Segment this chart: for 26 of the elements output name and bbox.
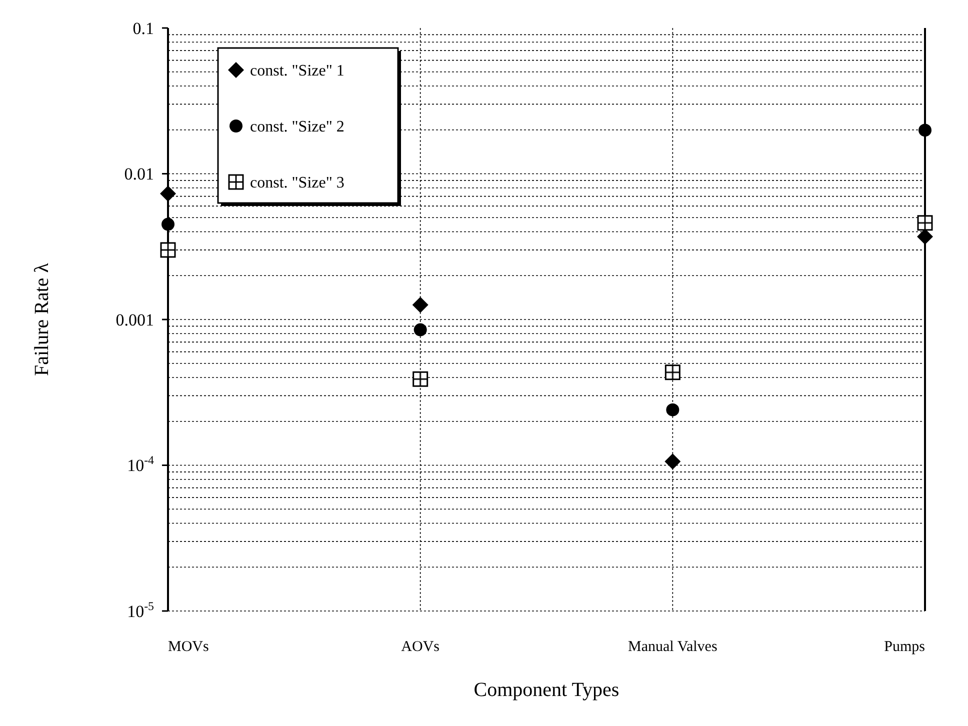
x-tick-label: AOVs bbox=[401, 639, 440, 655]
point bbox=[917, 228, 933, 245]
y-axis-title: Failure Rate λ bbox=[31, 262, 53, 376]
y-tick-label: 0.1 bbox=[132, 18, 154, 38]
point bbox=[162, 218, 174, 231]
point bbox=[412, 371, 428, 387]
point bbox=[160, 186, 176, 202]
x-axis-title: Component Types bbox=[474, 679, 620, 701]
legend-label: const. "Size" 3 bbox=[250, 174, 344, 192]
point bbox=[412, 296, 428, 313]
point bbox=[664, 364, 680, 380]
x-tick-label: MOVs bbox=[168, 639, 209, 655]
legend-label: const. "Size" 2 bbox=[250, 118, 344, 136]
point bbox=[917, 215, 933, 231]
y-tick-label: 10$^{-4}$ bbox=[127, 453, 154, 476]
legend-label: const. "Size" 1 bbox=[250, 62, 344, 80]
point bbox=[160, 242, 176, 258]
y-tick-label: 10$^{-5}$ bbox=[127, 598, 154, 621]
point bbox=[918, 124, 932, 137]
y-tick-label: 0.001 bbox=[116, 310, 154, 330]
x-tick-label: Pumps bbox=[884, 639, 926, 655]
point bbox=[664, 454, 681, 470]
point bbox=[414, 323, 427, 336]
y-tick-label: 0.01 bbox=[124, 164, 154, 184]
x-tick-label: Manual Valves bbox=[628, 639, 718, 655]
point bbox=[666, 403, 680, 416]
